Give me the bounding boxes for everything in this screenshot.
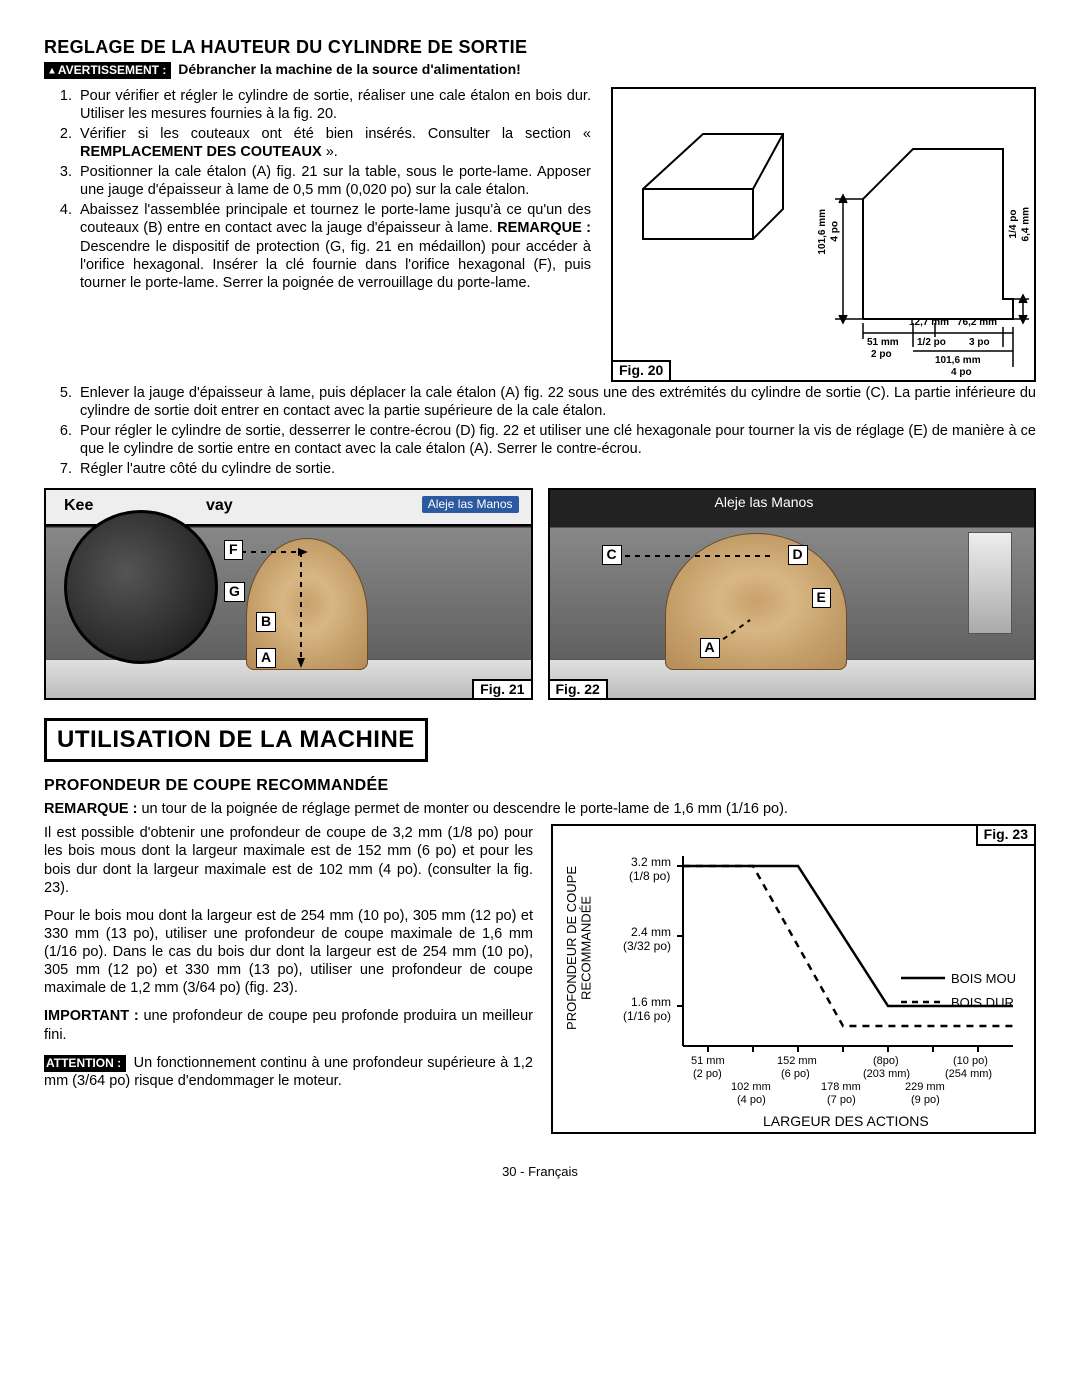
fig23-y2-mm: 2.4 mm xyxy=(631,925,671,939)
fig23-col: Fig. 23 xyxy=(551,824,1036,1134)
fig23-x3b: (8po) xyxy=(873,1055,899,1067)
step-4-b: Descendre le dispositif de protection (G… xyxy=(80,239,591,291)
step-2: Vérifier si les couteaux ont été bien in… xyxy=(76,125,591,161)
step-2-bold: REMPLACEMENT DES COUTEAUX xyxy=(80,144,322,160)
bottom-row: Il est possible d'obtenir une profondeur… xyxy=(44,824,1036,1134)
fig20-col: 101,6 mm 4 po 1/4 po 6,4 mm xyxy=(611,87,1036,382)
step-4: Abaissez l'assemblée principale et tourn… xyxy=(76,201,591,292)
avertissement-badge-text: AVERTISSEMENT : xyxy=(58,63,166,77)
fig22-box: Aleje las Manos C D E A Fig. 22 xyxy=(548,488,1037,700)
steps-1-4: Pour vérifier et régler le cylindre de s… xyxy=(44,87,591,292)
steps-1-4-col: Pour vérifier et régler le cylindre de s… xyxy=(44,87,591,382)
step-5: Enlever la jauge d'épaisseur à lame, pui… xyxy=(76,384,1036,420)
fig23-x6b: (7 po) xyxy=(827,1094,856,1106)
fig23-x2a: 152 mm xyxy=(777,1055,817,1067)
fig20-b4-po: 4 po xyxy=(951,367,972,378)
fig20-b4-mm: 101,6 mm xyxy=(935,355,981,366)
attention-badge: ATTENTION : xyxy=(44,1055,126,1072)
step-7: Régler l'autre côté du cylindre de sorti… xyxy=(76,460,1036,478)
fig23-x2b: (6 po) xyxy=(781,1068,810,1080)
avertissement-line: ▲AVERTISSEMENT : Débrancher la machine d… xyxy=(44,61,1036,79)
fig23-y1-po: (1/8 po) xyxy=(629,869,670,883)
heading-adjust: REGLAGE DE LA HAUTEUR DU CYLINDRE DE SOR… xyxy=(44,36,1036,59)
fig23-y2-po: (3/32 po) xyxy=(623,939,671,953)
fig22-label: Fig. 22 xyxy=(548,679,608,701)
fig23-xaxis: LARGEUR DES ACTIONS xyxy=(763,1113,929,1129)
fig23-x6a: 178 mm xyxy=(821,1081,861,1093)
mid-figs-row: Kee vay Aleje las Manos F G B A Fig. 21 … xyxy=(44,488,1036,700)
fig22-D: D xyxy=(788,545,808,565)
fig20-h2: 1/4 po 6,4 mm xyxy=(1008,207,1033,241)
important-line: IMPORTANT : une profondeur de coupe peu … xyxy=(44,1007,533,1043)
fig23-x5b: (4 po) xyxy=(737,1094,766,1106)
fig23-y3-mm: 1.6 mm xyxy=(631,995,671,1009)
fig20-box: 101,6 mm 4 po 1/4 po 6,4 mm xyxy=(611,87,1036,382)
fig22-A: A xyxy=(700,638,720,658)
fig20-b1-mm: 51 mm xyxy=(867,337,899,348)
para2: Pour le bois mou dont la largeur est de … xyxy=(44,907,533,998)
fig20-h1: 101,6 mm 4 po xyxy=(817,209,841,255)
heading-utilisation: UTILISATION DE LA MACHINE xyxy=(44,718,428,762)
step-2-post: ». xyxy=(322,144,338,160)
fig22-lines xyxy=(550,490,1035,698)
remarque-rest: un tour de la poignée de réglage permet … xyxy=(141,801,787,817)
fig23-yaxis: PROFONDEUR DE COUPE RECOMMANDÉE xyxy=(565,866,594,1030)
fig23-legend-mou: BOIS MOU xyxy=(951,971,1016,986)
fig23-y3-po: (1/16 po) xyxy=(623,1009,671,1023)
heading-profondeur: PROFONDEUR DE COUPE RECOMMANDÉE xyxy=(44,776,1036,796)
fig21-G: G xyxy=(224,582,245,602)
step-6: Pour régler le cylindre de sortie, desse… xyxy=(76,422,1036,458)
step-1: Pour vérifier et régler le cylindre de s… xyxy=(76,87,591,123)
fig20-b3-po: 3 po xyxy=(969,337,990,348)
avertissement-text: Débrancher la machine de la source d'ali… xyxy=(178,61,521,77)
fig21-label: Fig. 21 xyxy=(472,679,532,701)
step-3: Positionner la cale étalon (A) fig. 21 s… xyxy=(76,163,591,199)
fig23-box: Fig. 23 xyxy=(551,824,1036,1134)
fig21-B: B xyxy=(256,612,276,632)
bottom-text-col: Il est possible d'obtenir une profondeur… xyxy=(44,824,533,1134)
steps-5-7: Enlever la jauge d'épaisseur à lame, pui… xyxy=(44,384,1036,479)
fig23-svg: 3.2 mm (1/8 po) 2.4 mm (3/32 po) 1.6 mm … xyxy=(553,826,1038,1136)
top-row: Pour vérifier et régler le cylindre de s… xyxy=(44,87,1036,382)
fig21-F: F xyxy=(224,540,243,560)
fig23-xextra2: (254 mm) xyxy=(945,1068,992,1080)
fig23-x7a: 229 mm xyxy=(905,1081,945,1093)
fig20-label: Fig. 20 xyxy=(611,360,671,382)
step-2-pre: Vérifier si les couteaux ont été bien in… xyxy=(80,126,591,142)
fig20-b2-po: 1/2 po xyxy=(917,337,946,348)
remarque-bold: REMARQUE : xyxy=(44,801,137,817)
fig23-x7b: (9 po) xyxy=(911,1094,940,1106)
fig21-lines xyxy=(46,490,531,698)
fig21-A: A xyxy=(256,648,276,668)
fig23-legend-dur: BOIS DUR xyxy=(951,995,1014,1010)
fig21-box: Kee vay Aleje las Manos F G B A Fig. 21 xyxy=(44,488,533,700)
fig22-C: C xyxy=(602,545,622,565)
fig23-x4b: (10 po) xyxy=(953,1055,988,1067)
fig20-b2-mm: 12,7 mm xyxy=(909,317,949,328)
fig23-y1-mm: 3.2 mm xyxy=(631,855,671,869)
fig20-b3-mm: 76,2 mm xyxy=(957,317,997,328)
fig20-b1-po: 2 po xyxy=(871,349,892,360)
fig23-x1b: (2 po) xyxy=(693,1068,722,1080)
important-bold: IMPORTANT : xyxy=(44,1008,139,1024)
fig23-xextra1: (203 mm) xyxy=(863,1068,910,1080)
fig23-x1a: 51 mm xyxy=(691,1055,725,1067)
avertissement-badge: ▲AVERTISSEMENT : xyxy=(44,62,171,79)
step-4-remarque: REMARQUE : xyxy=(497,220,591,236)
fig23-x5a: 102 mm xyxy=(731,1081,771,1093)
para1: Il est possible d'obtenir une profondeur… xyxy=(44,824,533,897)
attention-badge-text: ATTENTION : xyxy=(46,1056,121,1070)
attention-line: ATTENTION : Un fonctionnement continu à … xyxy=(44,1054,533,1090)
fig22-E: E xyxy=(812,588,831,608)
remarque-line: REMARQUE : un tour de la poignée de régl… xyxy=(44,800,1036,818)
fig20-svg: 101,6 mm 4 po 1/4 po 6,4 mm xyxy=(613,89,1038,384)
page-footer: 30 - Français xyxy=(44,1164,1036,1180)
